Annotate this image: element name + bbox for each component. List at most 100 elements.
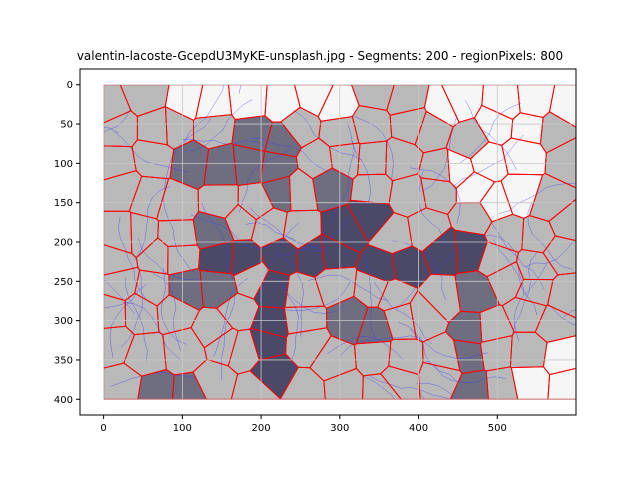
segment-region [516,249,558,280]
contour-line [281,256,304,337]
segment-region [380,366,421,400]
segment-region [250,306,289,338]
segment-region [172,372,207,400]
segment-region [289,168,318,211]
segment-region [309,335,357,381]
segment-region [123,332,167,377]
y-tick-label: 150 [54,198,73,209]
segment-region [511,112,544,144]
segment-region [120,85,169,117]
segment-region [284,306,327,334]
segment-region [231,370,281,400]
contour-line [104,301,129,308]
segment-region [285,327,332,368]
grid-lines [103,84,576,400]
segment-region [231,239,263,276]
segment-region [424,85,460,127]
segment-region [455,230,488,274]
segment-region [388,339,423,375]
contour-line [239,148,291,213]
contour-line [416,382,464,400]
segment-region [198,241,234,274]
contour-line [160,268,187,345]
contour-line [512,251,538,334]
segment-region [329,143,360,180]
segment-region [253,270,290,309]
contour-line [201,202,234,283]
x-tick-label: 200 [252,423,271,434]
segment-region [323,368,364,400]
y-tick-label: 200 [54,238,73,249]
segment-region [296,138,333,179]
segment-regions [104,85,576,400]
contour-line [373,280,433,345]
contour-line [459,103,521,164]
contour-line [104,126,120,134]
segment-region [418,147,450,182]
segment-region [104,211,132,254]
contour-line [138,238,207,284]
contour-line [465,100,517,170]
segment-region [231,115,273,152]
segment-region [198,184,239,219]
segment-region [447,149,475,189]
segment-region [156,178,199,221]
segment-region [104,294,126,329]
segment-region [195,85,232,119]
segment-region [547,272,576,318]
segment-region [445,311,482,344]
segment-region [134,270,170,306]
segment-region [543,335,576,375]
contour-line [284,286,299,371]
segment-region [535,305,576,343]
segment-region [132,139,174,179]
segment-region [453,339,485,374]
segment-region [487,261,524,306]
contour-line [104,108,131,133]
segment-region [280,367,326,400]
chart-title: valentin-lacoste-GcepdU3MyKE-unsplash.jp… [77,49,563,63]
segment-region [136,237,168,275]
contour-line [524,240,576,268]
segment-region [264,121,302,157]
segment-region [417,274,461,323]
y-tick-label: 100 [54,159,73,170]
contour-line [307,274,389,301]
segment-region [104,145,137,180]
contour-line [396,247,459,310]
contour-line [123,301,183,362]
segment-region [511,366,550,400]
segment-region [510,332,547,368]
segment-region [446,117,489,159]
contour-line [250,137,329,172]
contour-line [274,217,350,256]
contour-line [273,276,346,314]
y-tick-label: 250 [54,277,73,288]
segment-region [480,335,513,371]
contour-line [498,183,576,215]
segment-region [515,279,554,306]
segment-region [104,170,142,212]
segment-region [283,210,322,249]
segment-region [137,369,175,400]
segment-region [233,261,270,299]
contour-line [364,376,396,400]
segment-region [529,173,576,222]
contour-line [221,293,235,380]
segment-region [170,140,209,190]
segment-region [392,246,431,289]
segment-region [104,363,142,400]
contour-line [347,122,371,206]
segment-region [261,176,291,213]
segment-region [137,106,168,145]
y-tick-label: 50 [60,120,73,131]
segment-region [193,359,238,400]
segment-region [517,85,555,118]
segment-region [422,331,460,371]
contour-line [190,214,270,249]
contour-line [477,234,525,296]
x-tick-label: 0 [100,423,106,434]
segment-region [548,199,576,241]
segment-region [410,290,449,343]
